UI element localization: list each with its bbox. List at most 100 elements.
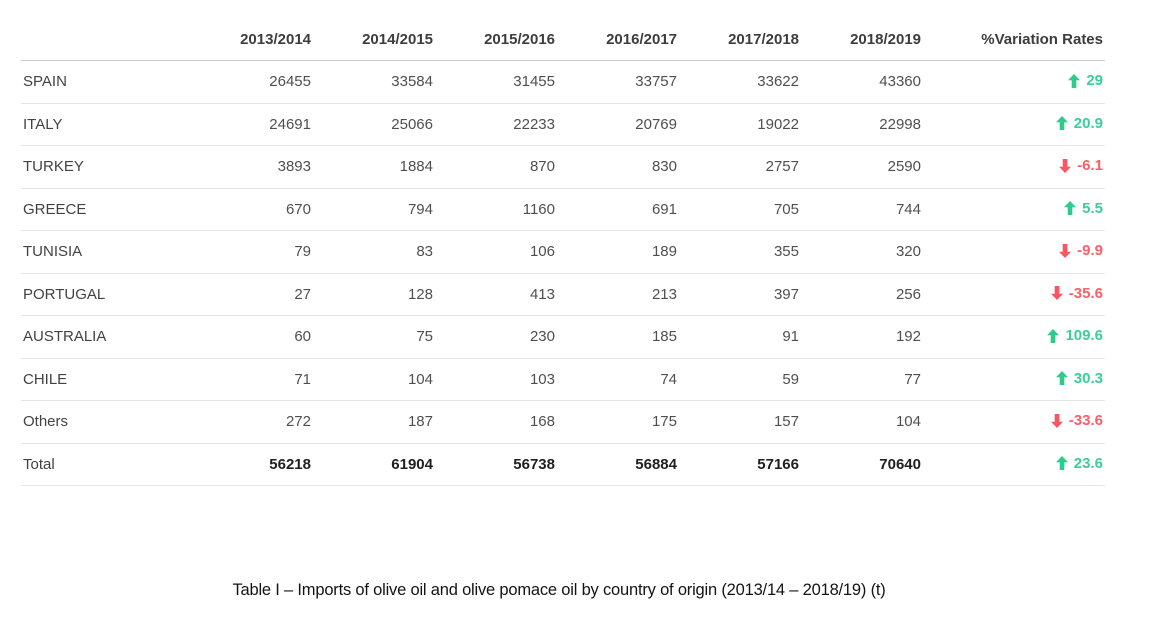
variation-indicator: 30.3 <box>1055 369 1103 387</box>
value-cell: 670 <box>191 188 313 231</box>
table-row: AUSTRALIA 60 75 230 185 91 192 109.6 <box>21 315 1105 359</box>
variation-indicator: -35.6 <box>1050 284 1103 302</box>
variation-value: 30.3 <box>1073 369 1103 387</box>
column-header-season-2017-2018: 2017/2018 <box>679 18 801 61</box>
value-cell: 103 <box>435 358 557 401</box>
value-cell: 77 <box>801 358 923 401</box>
value-cell: 744 <box>801 188 923 231</box>
value-cell: 213 <box>557 273 679 316</box>
variation-indicator: 29 <box>1068 72 1103 89</box>
up-arrow-icon <box>1047 328 1060 343</box>
variation-cell: 30.3 <box>923 358 1105 401</box>
value-cell: 1884 <box>313 145 435 189</box>
value-cell: 27 <box>191 273 313 316</box>
value-cell: 1160 <box>435 188 557 231</box>
variation-indicator: 5.5 <box>1064 200 1103 217</box>
value-cell: 168 <box>435 400 557 444</box>
value-cell: 56218 <box>191 443 313 486</box>
value-cell: 256 <box>801 273 923 316</box>
column-header-season-2014-2015: 2014/2015 <box>313 18 435 61</box>
variation-cell: 29 <box>923 60 1105 104</box>
variation-cell: -9.9 <box>923 230 1105 274</box>
value-cell: 794 <box>313 188 435 231</box>
down-arrow-icon <box>1059 158 1072 173</box>
table-row: PORTUGAL 27 128 413 213 397 256 -35.6 <box>21 273 1105 316</box>
variation-indicator: 23.6 <box>1055 455 1103 472</box>
table-row: CHILE 71 104 103 74 59 77 30.3 <box>21 358 1105 401</box>
value-cell: 70640 <box>801 443 923 486</box>
value-cell: 104 <box>313 358 435 401</box>
variation-value: 29 <box>1086 72 1103 89</box>
value-cell: 355 <box>679 230 801 274</box>
value-cell: 79 <box>191 230 313 274</box>
country-label: TUNISIA <box>21 230 191 274</box>
variation-value: 20.9 <box>1073 114 1103 132</box>
country-label: PORTUGAL <box>21 273 191 316</box>
value-cell: 413 <box>435 273 557 316</box>
value-cell: 128 <box>313 273 435 316</box>
value-cell: 3893 <box>191 145 313 189</box>
imports-table-container: 2013/2014 2014/2015 2015/2016 2016/2017 … <box>21 18 1105 486</box>
value-cell: 43360 <box>801 60 923 104</box>
country-label: CHILE <box>21 358 191 401</box>
variation-indicator: 20.9 <box>1055 114 1103 132</box>
country-label: Others <box>21 400 191 444</box>
country-label: TURKEY <box>21 145 191 189</box>
value-cell: 22233 <box>435 103 557 146</box>
value-cell: 25066 <box>313 103 435 146</box>
down-arrow-icon <box>1050 286 1063 300</box>
value-cell: 31455 <box>435 60 557 104</box>
up-arrow-icon <box>1068 73 1081 88</box>
up-arrow-icon <box>1055 116 1068 130</box>
value-cell: 189 <box>557 230 679 274</box>
variation-indicator: 109.6 <box>1047 327 1103 344</box>
column-header-country <box>21 18 191 61</box>
value-cell: 397 <box>679 273 801 316</box>
value-cell: 20769 <box>557 103 679 146</box>
value-cell: 705 <box>679 188 801 231</box>
variation-value: -35.6 <box>1068 284 1103 302</box>
variation-cell: 20.9 <box>923 103 1105 146</box>
up-arrow-icon <box>1055 371 1068 385</box>
table-caption: Table I – Imports of olive oil and olive… <box>232 581 886 599</box>
table-row: TURKEY 3893 1884 870 830 2757 2590 -6.1 <box>21 145 1105 189</box>
value-cell: 691 <box>557 188 679 231</box>
variation-value: -33.6 <box>1068 412 1103 429</box>
value-cell: 33622 <box>679 60 801 104</box>
value-cell: 22998 <box>801 103 923 146</box>
table-header-row: 2013/2014 2014/2015 2015/2016 2016/2017 … <box>21 18 1105 61</box>
value-cell: 83 <box>313 230 435 274</box>
table-row: TUNISIA 79 83 106 189 355 320 -9.9 <box>21 230 1105 274</box>
value-cell: 60 <box>191 315 313 359</box>
value-cell: 33757 <box>557 60 679 104</box>
column-header-season-2015-2016: 2015/2016 <box>435 18 557 61</box>
down-arrow-icon <box>1050 413 1063 428</box>
imports-table: 2013/2014 2014/2015 2015/2016 2016/2017 … <box>21 18 1105 486</box>
value-cell: 57166 <box>679 443 801 486</box>
column-header-season-2018-2019: 2018/2019 <box>801 18 923 61</box>
value-cell: 185 <box>557 315 679 359</box>
table-body: SPAIN 26455 33584 31455 33757 33622 4336… <box>21 60 1105 486</box>
value-cell: 33584 <box>313 60 435 104</box>
value-cell: 71 <box>191 358 313 401</box>
value-cell: 320 <box>801 230 923 274</box>
value-cell: 61904 <box>313 443 435 486</box>
value-cell: 272 <box>191 400 313 444</box>
table-row: Others 272 187 168 175 157 104 -33.6 <box>21 400 1105 444</box>
value-cell: 74 <box>557 358 679 401</box>
value-cell: 104 <box>801 400 923 444</box>
country-label: AUSTRALIA <box>21 315 191 359</box>
column-header-variation-rates: %Variation Rates <box>923 18 1105 61</box>
variation-cell: -33.6 <box>923 400 1105 444</box>
variation-cell: 23.6 <box>923 443 1105 486</box>
value-cell: 24691 <box>191 103 313 146</box>
value-cell: 2757 <box>679 145 801 189</box>
table-row: SPAIN 26455 33584 31455 33757 33622 4336… <box>21 60 1105 104</box>
value-cell: 830 <box>557 145 679 189</box>
country-label: SPAIN <box>21 60 191 104</box>
country-label: ITALY <box>21 103 191 146</box>
variation-value: -9.9 <box>1077 242 1103 259</box>
value-cell: 192 <box>801 315 923 359</box>
variation-indicator: -33.6 <box>1050 412 1103 429</box>
variation-indicator: -9.9 <box>1059 242 1103 259</box>
